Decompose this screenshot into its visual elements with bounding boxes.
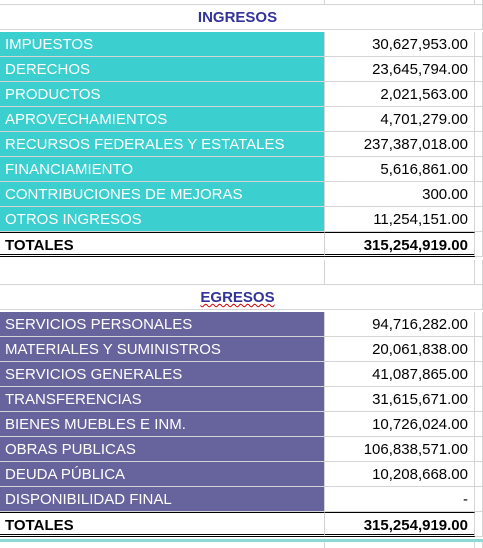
cell	[475, 132, 483, 157]
cell	[325, 0, 475, 5]
cell	[475, 32, 483, 57]
row-label: DERECHOS	[0, 57, 325, 82]
row-label: MATERIALES Y SUMINISTROS	[0, 337, 325, 362]
cell	[475, 412, 483, 437]
cell	[325, 542, 475, 548]
row-label: CONTRIBUCIONES DE MEJORAS	[0, 182, 325, 207]
total-value: 315,254,919.00	[325, 232, 475, 257]
row-value: 10,726,024.00	[325, 412, 475, 437]
row-value: 4,701,279.00	[325, 107, 475, 132]
cell	[475, 462, 483, 487]
cell	[475, 260, 483, 285]
cell	[0, 0, 325, 5]
border-line	[0, 539, 483, 542]
row-value: 41,087,865.00	[325, 362, 475, 387]
cell	[475, 107, 483, 132]
row-label: APROVECHAMIENTOS	[0, 107, 325, 132]
row-label: OBRAS PUBLICAS	[0, 437, 325, 462]
cell	[475, 312, 483, 337]
row-value: 300.00	[325, 182, 475, 207]
cell	[475, 437, 483, 462]
cell	[475, 5, 483, 30]
row-value: 31,615,671.00	[325, 387, 475, 412]
cell	[475, 512, 483, 537]
cell	[475, 337, 483, 362]
row-value: 11,254,151.00	[325, 207, 475, 232]
row-value: 106,838,571.00	[325, 437, 475, 462]
cell	[475, 232, 483, 257]
cell	[475, 387, 483, 412]
cell	[475, 182, 483, 207]
cell	[475, 542, 483, 548]
row-value: 2,021,563.00	[325, 82, 475, 107]
row-value: 5,616,861.00	[325, 157, 475, 182]
section-title: INGRESOS	[0, 5, 475, 30]
row-label: BIENES MUEBLES E INM.	[0, 412, 325, 437]
cell	[0, 542, 325, 548]
row-label: TRANSFERENCIAS	[0, 387, 325, 412]
row-label: DISPONIBILIDAD FINAL	[0, 487, 325, 512]
row-value: 10,208,668.00	[325, 462, 475, 487]
cell	[0, 260, 325, 285]
cell	[475, 285, 483, 310]
row-label: SERVICIOS GENERALES	[0, 362, 325, 387]
row-label: IMPUESTOS	[0, 32, 325, 57]
cell	[475, 82, 483, 107]
row-label: PRODUCTOS	[0, 82, 325, 107]
row-value: 20,061,838.00	[325, 337, 475, 362]
row-value: -	[325, 487, 475, 512]
cell	[475, 207, 483, 232]
cell	[475, 487, 483, 512]
row-value: 30,627,953.00	[325, 32, 475, 57]
total-label: TOTALES	[0, 232, 325, 257]
row-label: RECURSOS FEDERALES Y ESTATALES	[0, 132, 325, 157]
total-label: TOTALES	[0, 512, 325, 537]
row-value: 94,716,282.00	[325, 312, 475, 337]
total-value: 315,254,919.00	[325, 512, 475, 537]
cell	[325, 260, 475, 285]
row-label: FINANCIAMIENTO	[0, 157, 325, 182]
row-label: DEUDA PÚBLICA	[0, 462, 325, 487]
cell	[475, 57, 483, 82]
section-title: EGRESOS	[0, 285, 475, 310]
row-value: 237,387,018.00	[325, 132, 475, 157]
row-value: 23,645,794.00	[325, 57, 475, 82]
row-label: OTROS INGRESOS	[0, 207, 325, 232]
cell	[475, 362, 483, 387]
row-label: SERVICIOS PERSONALES	[0, 312, 325, 337]
cell	[475, 157, 483, 182]
